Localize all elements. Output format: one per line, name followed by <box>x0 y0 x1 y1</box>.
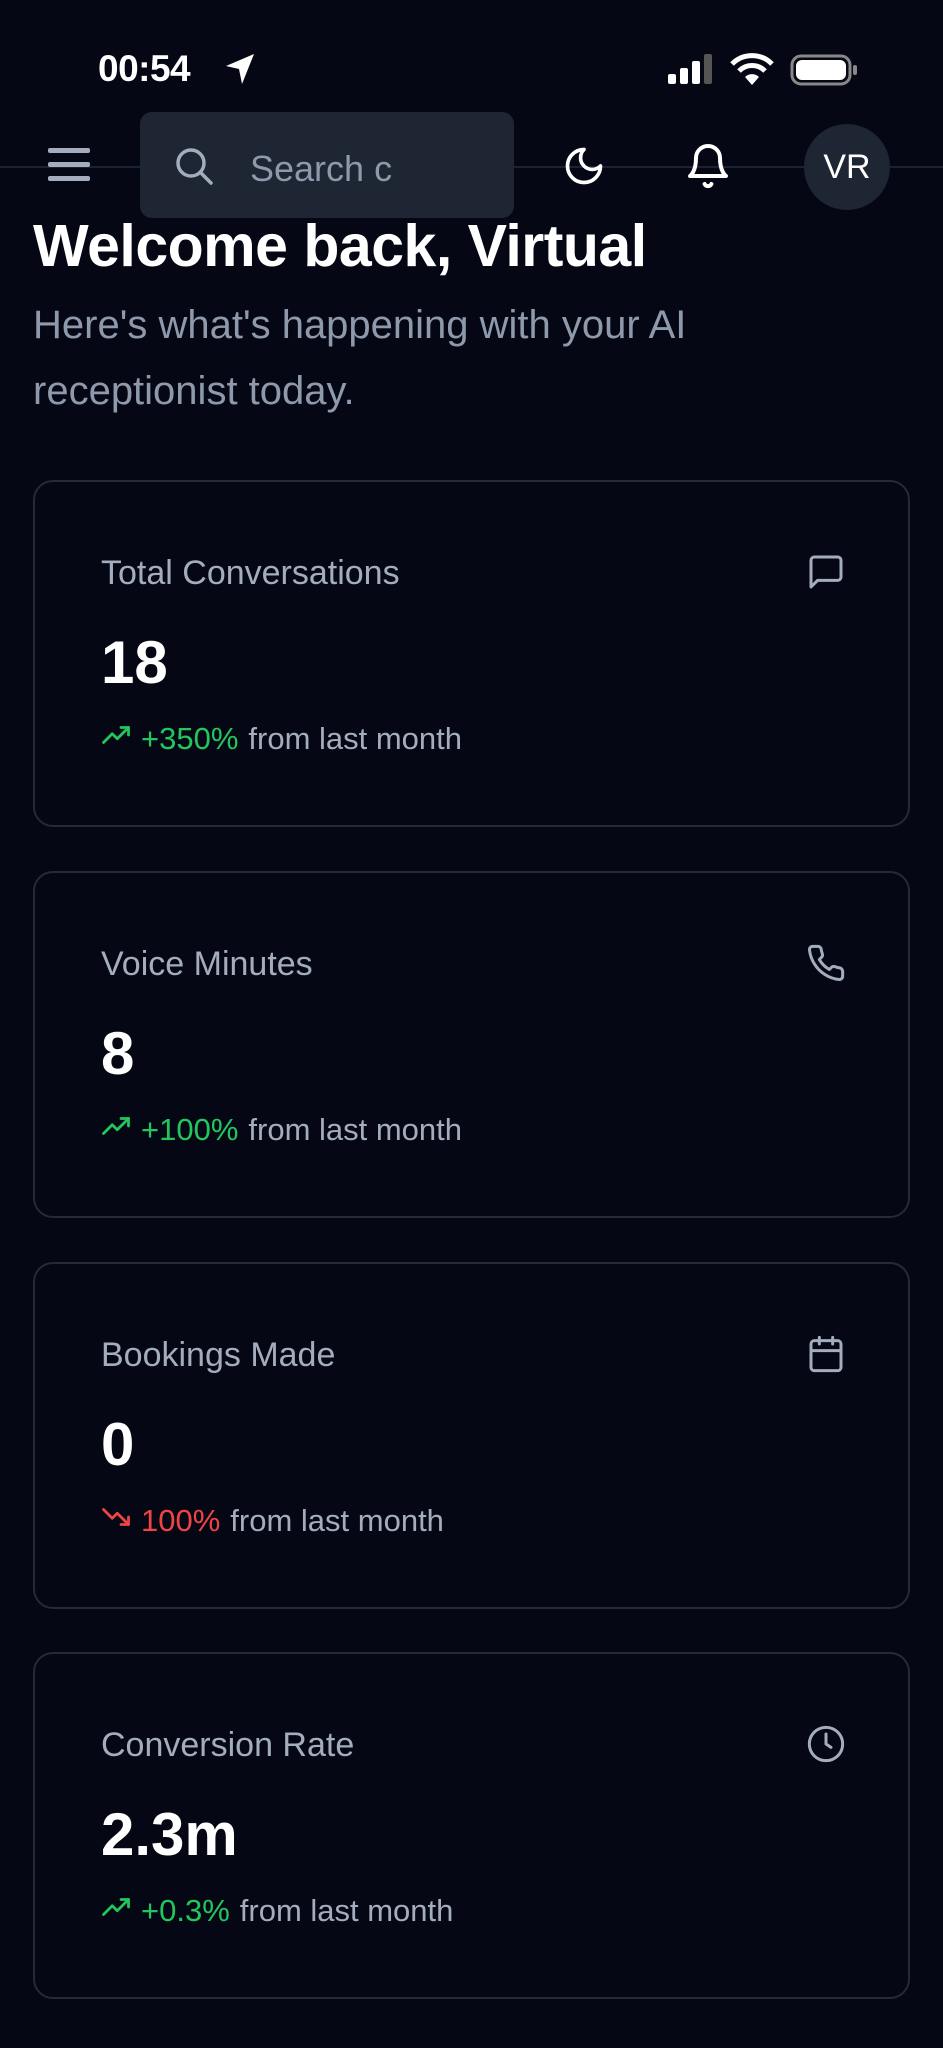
stat-change-suffix: from last month <box>248 721 463 756</box>
search-placeholder: Search c <box>250 148 393 189</box>
trending-up-icon <box>101 720 131 758</box>
stat-card-bookings-made: Bookings Made 0 100% from last month <box>33 1262 910 1609</box>
stat-change: 100% <box>141 1503 221 1538</box>
location-icon <box>226 54 254 84</box>
message-square-icon <box>806 552 846 597</box>
wifi-icon <box>730 53 774 85</box>
stat-label: Voice Minutes <box>101 945 313 983</box>
clock-icon <box>806 1724 846 1769</box>
status-bar: 00:54 <box>0 0 943 110</box>
stat-label: Conversion Rate <box>101 1726 355 1764</box>
stat-trend: +0.3% from last month <box>101 1892 453 1930</box>
search-input[interactable]: Search c <box>140 112 514 218</box>
battery-icon <box>790 54 857 86</box>
stat-change-suffix: from last month <box>239 1893 454 1928</box>
stat-card-total-conversations: Total Conversations 18 +350% from last m… <box>33 480 910 827</box>
avatar[interactable]: VR <box>804 124 890 210</box>
stat-value: 0 <box>101 1411 135 1478</box>
stat-change-suffix: from last month <box>230 1503 444 1538</box>
avatar-initials: VR <box>823 147 871 186</box>
page-title: Welcome back, Virtual <box>33 213 647 279</box>
trending-up-icon <box>101 1892 131 1930</box>
trending-down-icon <box>101 1502 131 1540</box>
page-subtitle: Here's what's happening with your AI rec… <box>33 303 687 413</box>
stat-card-conversion-rate: Conversion Rate 2.3m +0.3% from last mon… <box>33 1652 910 1999</box>
stat-value: 2.3m <box>101 1801 238 1868</box>
calendar-icon <box>806 1334 846 1379</box>
cellular-signal-icon <box>668 54 712 84</box>
stat-label: Total Conversations <box>101 554 400 592</box>
bell-icon[interactable] <box>684 140 732 192</box>
stat-trend: +100% from last month <box>101 1111 462 1149</box>
stat-change-suffix: from last month <box>248 1112 463 1147</box>
status-time: 00:54 <box>98 48 191 89</box>
stat-change: +0.3% <box>141 1893 230 1928</box>
stat-change: +100% <box>141 1112 239 1147</box>
stat-card-voice-minutes: Voice Minutes 8 +100% from last month <box>33 871 910 1218</box>
trending-up-icon <box>101 1111 131 1149</box>
stat-value: 18 <box>101 629 168 696</box>
stat-value: 8 <box>101 1020 135 1087</box>
moon-icon[interactable] <box>562 144 606 188</box>
stat-label: Bookings Made <box>101 1336 336 1374</box>
stat-trend: +350% from last month <box>101 720 462 758</box>
stat-change: +350% <box>141 721 239 756</box>
search-icon <box>176 148 213 185</box>
menu-icon[interactable] <box>48 146 90 184</box>
phone-icon <box>806 943 846 988</box>
stat-trend: 100% from last month <box>101 1502 444 1540</box>
